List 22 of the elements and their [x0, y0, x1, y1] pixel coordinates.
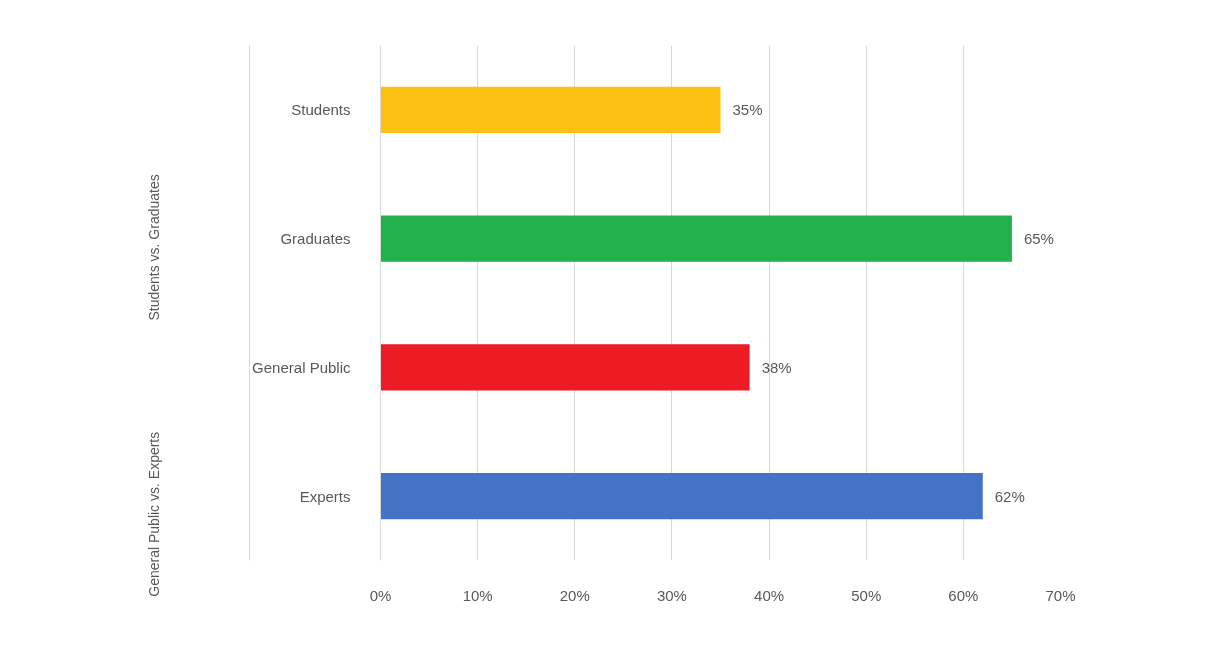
text: General Public vs. Experts — [145, 431, 162, 597]
x-tick-label: 60% — [948, 586, 979, 604]
y-tick-label: Experts — [299, 487, 351, 505]
bar — [380, 215, 1012, 262]
bar — [380, 86, 721, 134]
bar — [380, 472, 983, 520]
y-tick-label: General Public — [252, 358, 351, 376]
data-label: 65% — [1023, 230, 1054, 248]
x-tick-label: 50% — [851, 586, 882, 604]
x-tick-label: 20% — [559, 586, 590, 604]
x-tick-label: 30% — [656, 586, 687, 604]
bar — [380, 344, 750, 391]
x-tick-label: 0% — [369, 586, 392, 604]
data-label: 35% — [732, 101, 763, 119]
y-tick-label: Students — [291, 101, 351, 119]
x-tick-label: 70% — [1045, 586, 1076, 604]
data-label: 62% — [994, 487, 1025, 505]
data-label: 38% — [761, 358, 792, 376]
x-tick-label: 40% — [754, 586, 785, 604]
x-tick-label: 10% — [462, 586, 493, 604]
text: Students vs. Graduates — [145, 174, 162, 321]
y-tick-label: Graduates — [280, 230, 351, 248]
